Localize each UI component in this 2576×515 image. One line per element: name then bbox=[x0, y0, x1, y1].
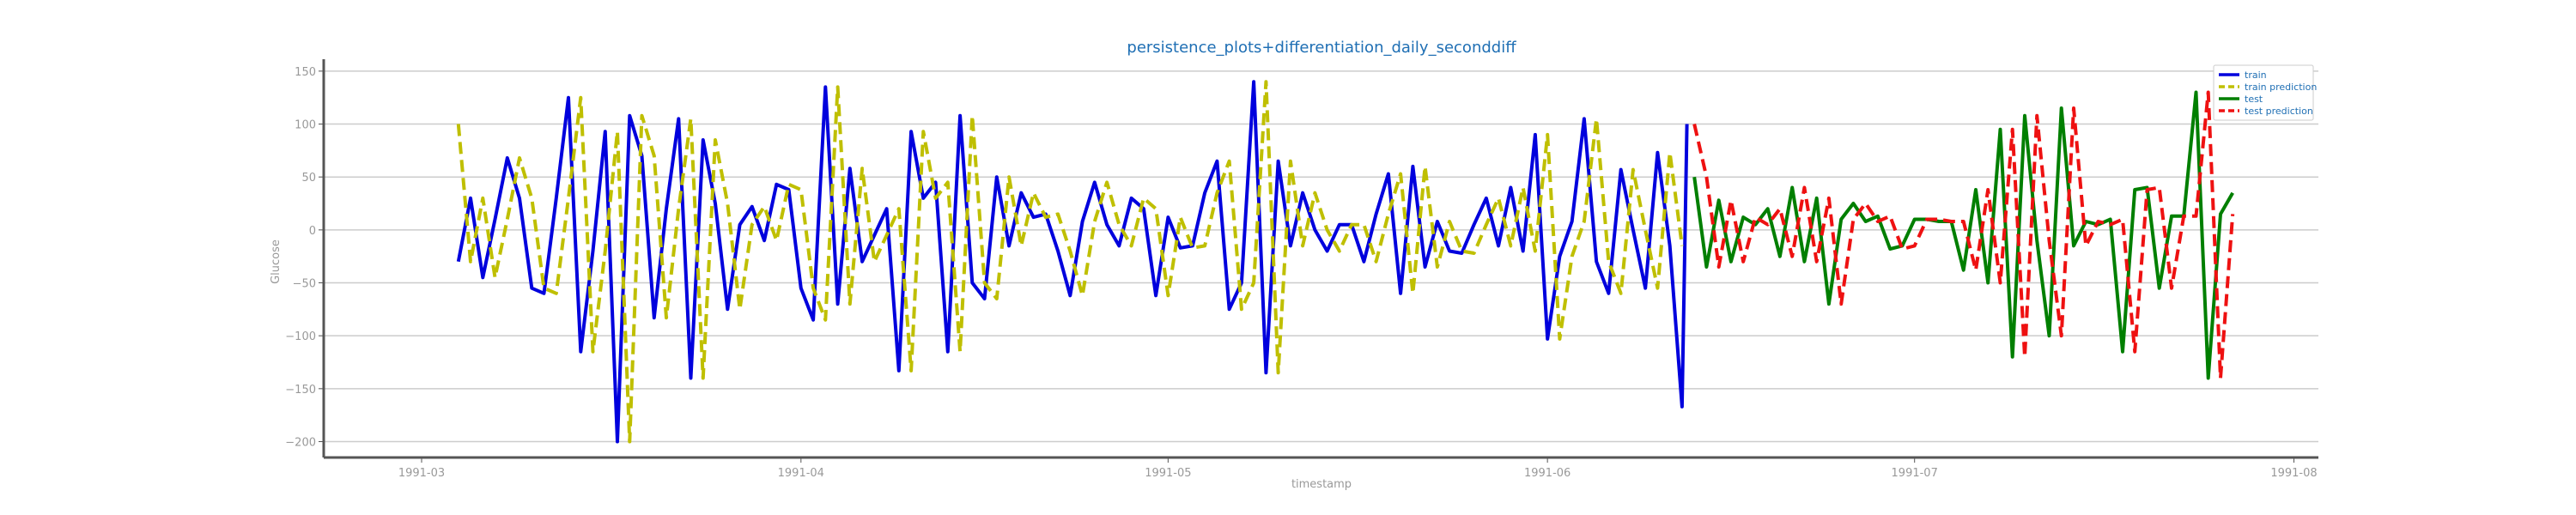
axes bbox=[322, 59, 2318, 459]
series-line-test-prediction bbox=[1692, 90, 2235, 380]
x-tick-label: 1991-05 bbox=[1145, 467, 1191, 480]
series-line-test bbox=[1692, 90, 2234, 380]
x-axis-label: timestamp bbox=[1291, 478, 1352, 491]
y-ticks: 150 100 50 0 −50 −100 −150 −200 bbox=[285, 66, 324, 450]
x-tick-label: 1991-08 bbox=[2270, 467, 2317, 480]
legend-label-train: train bbox=[2245, 70, 2267, 81]
y-axis-label: Glucose bbox=[270, 239, 283, 284]
series-line-train bbox=[456, 80, 1689, 444]
y-tick-label: −100 bbox=[285, 330, 316, 343]
series-layer bbox=[456, 80, 2235, 444]
series-line-train-prediction bbox=[456, 80, 1684, 444]
y-tick-label: −150 bbox=[285, 384, 316, 397]
chart-title: persistence_plots+differentiation_daily_… bbox=[1127, 39, 1516, 57]
legend-label-test: test bbox=[2245, 94, 2263, 105]
y-tick-label: −50 bbox=[293, 278, 316, 291]
x-tick-label: 1991-07 bbox=[1892, 467, 1938, 480]
y-tick-label: 0 bbox=[309, 225, 316, 238]
legend-label-test-prediction: test prediction bbox=[2245, 106, 2313, 117]
x-tick-label: 1991-04 bbox=[778, 467, 824, 480]
x-tick-label: 1991-03 bbox=[398, 467, 445, 480]
legend-label-train-prediction: train prediction bbox=[2245, 82, 2317, 93]
x-ticks: 1991-03 1991-04 1991-05 1991-06 1991-07 1991-… bbox=[398, 457, 2318, 480]
x-tick-label: 1991-06 bbox=[1524, 467, 1571, 480]
legend-box bbox=[2213, 64, 2314, 121]
y-tick-label: 50 bbox=[301, 172, 316, 185]
y-tick-label: 150 bbox=[295, 66, 316, 79]
y-tick-label: 100 bbox=[295, 119, 316, 132]
grid bbox=[324, 70, 2318, 443]
y-tick-label: −200 bbox=[285, 437, 316, 450]
